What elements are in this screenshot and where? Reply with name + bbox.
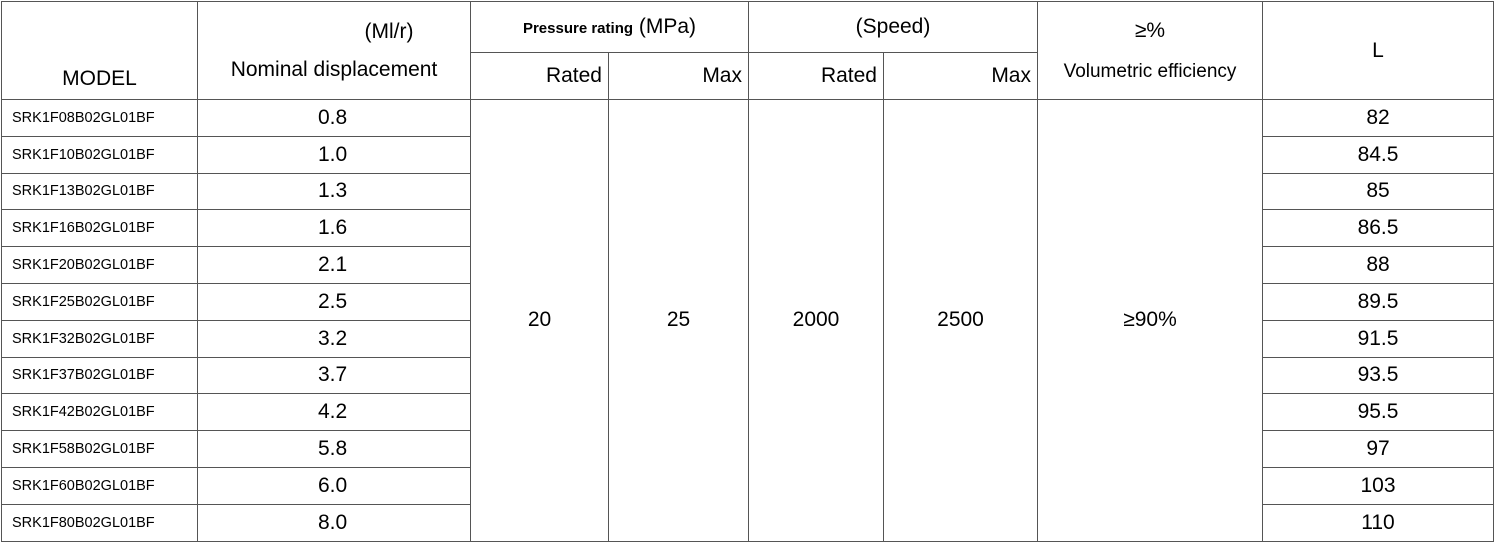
data-row: SRK1F25B02GL01BF 2.5 89.5 xyxy=(1,282,1494,321)
data-row: SRK1F32B02GL01BF 3.2 91.5 xyxy=(1,319,1494,358)
model-cell: SRK1F60B02GL01BF xyxy=(1,466,198,505)
header-row: MODEL (Ml/r) Nominal displacement Pressu… xyxy=(1,1,1494,100)
header-cell: Pressure rating (MPa) xyxy=(470,1,749,53)
model-cell: SRK1F10B02GL01BF xyxy=(1,135,198,174)
displacement-cell: 1.6 xyxy=(197,209,471,248)
shared-cell: 25 xyxy=(608,99,749,542)
header-text: Volumetric efficiency xyxy=(1063,60,1237,82)
data-row: SRK1F58B02GL01BF 5.8 97 xyxy=(1,430,1494,468)
shared-cell: ≥90% xyxy=(1037,99,1263,542)
length-cell: 103 xyxy=(1262,466,1494,505)
displacement-cell: 0.8 xyxy=(197,99,471,137)
header-cell: Rated xyxy=(748,52,884,100)
header-cell: MODEL xyxy=(1,1,198,100)
header-text: L xyxy=(1372,38,1384,62)
displacement-cell: 3.2 xyxy=(197,319,471,358)
model-cell: SRK1F08B02GL01BF xyxy=(1,99,198,137)
header-text: ≥% xyxy=(1134,18,1166,42)
data-row: SRK1F13B02GL01BF 1.3 85 xyxy=(1,172,1494,211)
header-row: Rated Max Rated Max xyxy=(2,52,1494,100)
length-cell: 89.5 xyxy=(1262,282,1494,321)
shared-cell: 2500 xyxy=(883,99,1038,542)
header-cell: Max xyxy=(883,52,1038,100)
model-cell: SRK1F32B02GL01BF xyxy=(1,319,198,358)
model-cell: SRK1F42B02GL01BF xyxy=(1,393,198,432)
header-cell: ≥% Volumetric efficiency xyxy=(1037,1,1263,100)
header-text: Pressure rating xyxy=(522,20,634,37)
header-cell: Rated xyxy=(470,52,609,100)
model-cell: SRK1F16B02GL01BF xyxy=(1,209,198,248)
displacement-cell: 5.8 xyxy=(197,430,471,468)
data-row: SRK1F20B02GL01BF 2.1 88 xyxy=(1,246,1494,284)
length-cell: 88 xyxy=(1262,246,1494,284)
displacement-cell: 2.1 xyxy=(197,246,471,284)
data-row: SRK1F37B02GL01BF 3.7 93.5 xyxy=(1,356,1494,395)
length-cell: 110 xyxy=(1262,503,1494,542)
model-cell: SRK1F80B02GL01BF xyxy=(1,503,198,542)
header-cell: (Speed) xyxy=(748,1,1038,53)
displacement-cell: 6.0 xyxy=(197,466,471,505)
model-cell: SRK1F58B02GL01BF xyxy=(1,430,198,468)
length-cell: 84.5 xyxy=(1262,135,1494,174)
data-row: SRK1F42B02GL01BF 4.2 95.5 xyxy=(1,393,1494,432)
data-row: SRK1F16B02GL01BF 1.6 86.5 xyxy=(1,209,1494,248)
model-cell: SRK1F37B02GL01BF xyxy=(1,356,198,395)
displacement-cell: 8.0 xyxy=(197,503,471,542)
header-text: (Ml/r) xyxy=(364,19,414,43)
header-cell: L xyxy=(1262,1,1494,100)
length-cell: 86.5 xyxy=(1262,209,1494,248)
length-cell: 95.5 xyxy=(1262,393,1494,432)
displacement-cell: 2.5 xyxy=(197,282,471,321)
model-cell: SRK1F20B02GL01BF xyxy=(1,246,198,284)
header-text: MODEL xyxy=(62,67,137,90)
displacement-cell: 1.0 xyxy=(197,135,471,174)
model-cell: SRK1F25B02GL01BF xyxy=(1,282,198,321)
header-cell: Max xyxy=(608,52,749,100)
header-text: Nominal displacement xyxy=(230,57,438,81)
length-cell: 91.5 xyxy=(1262,319,1494,358)
length-cell: 85 xyxy=(1262,172,1494,211)
model-cell: SRK1F13B02GL01BF xyxy=(1,172,198,211)
data-row: SRK1F60B02GL01BF 6.0 103 xyxy=(1,466,1494,505)
data-row: SRK1F08B02GL01BF 0.8 20 25 2000 2500 ≥90% 82 xyxy=(1,99,1494,542)
length-cell: 82 xyxy=(1262,99,1494,137)
header-text: (MPa) xyxy=(638,15,697,38)
displacement-cell: 4.2 xyxy=(197,393,471,432)
displacement-cell: 3.7 xyxy=(197,356,471,395)
header-text: (Speed) xyxy=(855,15,931,38)
data-row: SRK1F80B02GL01BF 8.0 110 xyxy=(1,503,1494,542)
length-cell: 97 xyxy=(1262,430,1494,468)
shared-cell: 20 xyxy=(470,99,609,542)
header-cell: (Ml/r) Nominal displacement xyxy=(197,1,471,100)
length-cell: 93.5 xyxy=(1262,356,1494,395)
data-row: SRK1F10B02GL01BF 1.0 84.5 xyxy=(1,135,1494,174)
displacement-cell: 1.3 xyxy=(197,172,471,211)
shared-cell: 2000 xyxy=(748,99,884,542)
